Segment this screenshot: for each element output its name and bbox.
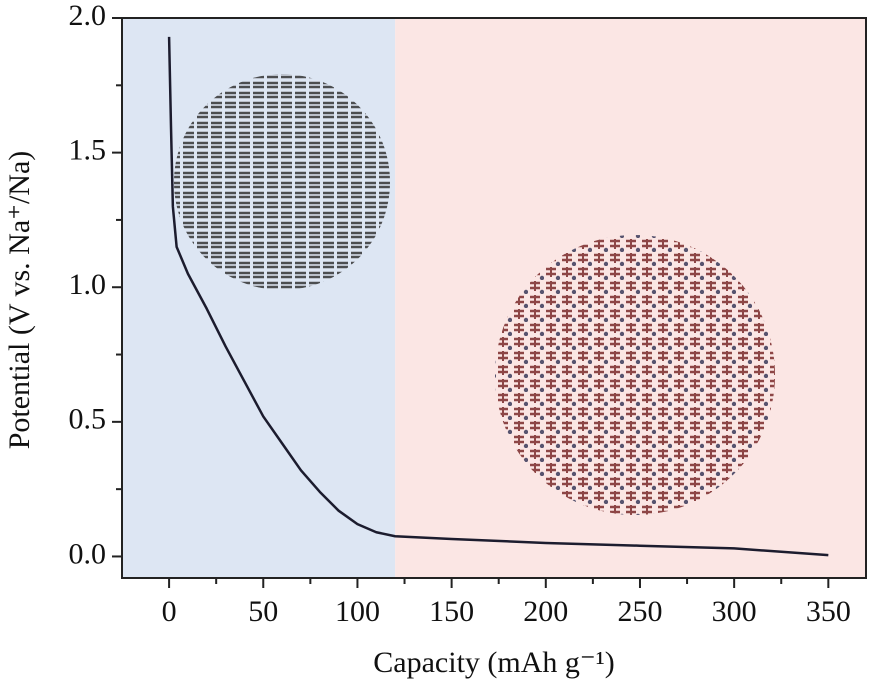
x-tick-label: 200 [523, 595, 568, 628]
plot-frame [121, 17, 867, 579]
y-tick-label: 0.5 [69, 403, 107, 436]
y-axis-label: Potential (V vs. Na⁺/Na) [3, 151, 36, 450]
x-tick-label: 100 [335, 595, 380, 628]
axes: 0 50 100 150 200 250 300 350 0.0 0.5 1.0 1.5 2.0 [69, 0, 867, 628]
x-tick-label: 150 [429, 595, 474, 628]
x-tick-label: 0 [162, 595, 177, 628]
x-tick-label: 350 [806, 595, 851, 628]
x-tick-label: 250 [617, 595, 662, 628]
y-tick-label: 1.5 [69, 134, 107, 167]
illustration [174, 74, 775, 515]
y-tick-label: 2.0 [69, 0, 107, 32]
x-tick-label: 50 [248, 595, 278, 628]
x-axis-label: Capacity (mAh g⁻¹) [373, 646, 614, 679]
y-tick-label: 0.0 [69, 537, 107, 570]
y-tick-label: 1.0 [69, 268, 107, 301]
line [167, 36, 829, 557]
x-tick-label: 300 [712, 595, 757, 628]
